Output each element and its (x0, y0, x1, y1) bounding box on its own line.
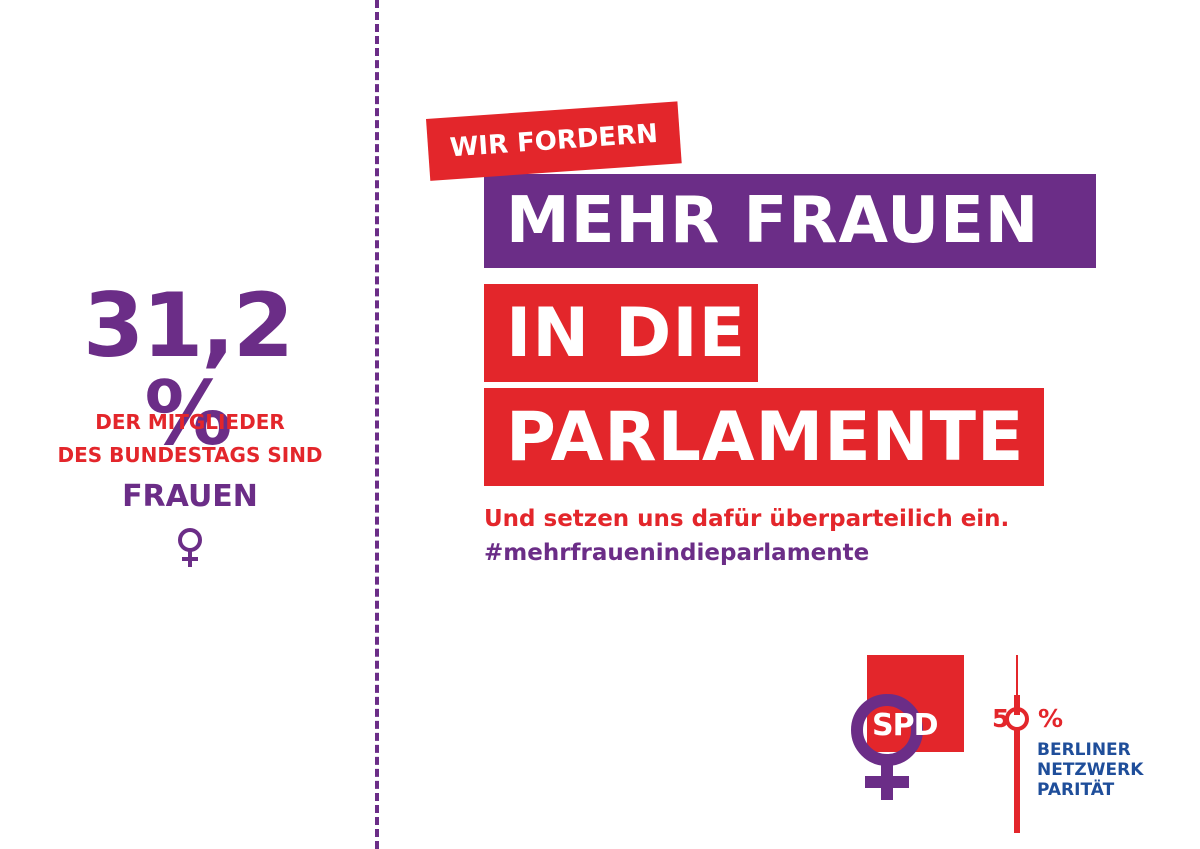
stat-percentage: 31,2 % (82, 274, 294, 465)
tv-tower-icon (1005, 655, 1029, 833)
stat-word: FRAUEN (122, 479, 258, 514)
spd-logo-text: SPD (872, 708, 938, 743)
network-percent-digit5: 5 (992, 704, 1010, 733)
network-name-line1: BERLINER (1037, 740, 1131, 760)
network-percent-sign: % (1038, 704, 1064, 733)
dashed-divider (375, 0, 379, 849)
venus-icon (178, 528, 202, 567)
stat-description-line2: DES BUNDESTAGS SIND (57, 443, 323, 467)
subline: Und setzen uns dafür überparteilich ein. (484, 506, 1010, 532)
venus-logo-icon (851, 694, 923, 800)
stat-description-line1: DER MITGLIEDER (95, 410, 285, 434)
headline-line3: PARLAMENTE (484, 388, 1044, 486)
headline-tag: WIR FORDERN (426, 101, 682, 181)
hashtag: #mehrfrauenindieparlamente (484, 540, 870, 566)
network-name-line3: PARITÄT (1037, 780, 1115, 800)
headline-line2: IN DIE (484, 284, 758, 382)
network-name-line2: NETZWERK (1037, 760, 1144, 780)
headline-line1: MEHR FRAUEN (484, 174, 1096, 268)
